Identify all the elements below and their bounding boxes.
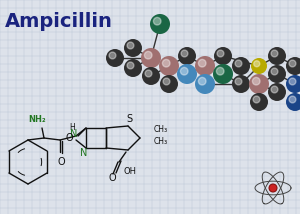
Circle shape — [213, 64, 233, 84]
Circle shape — [252, 77, 260, 85]
Circle shape — [254, 61, 260, 67]
Circle shape — [198, 59, 206, 67]
Text: O: O — [108, 173, 116, 183]
Circle shape — [181, 50, 188, 57]
Circle shape — [271, 86, 278, 93]
Circle shape — [177, 64, 197, 84]
Circle shape — [268, 65, 286, 83]
Circle shape — [159, 56, 179, 76]
Circle shape — [253, 96, 260, 103]
Text: OH: OH — [123, 168, 136, 177]
Circle shape — [271, 50, 278, 57]
Circle shape — [109, 52, 116, 59]
Circle shape — [232, 75, 250, 93]
Circle shape — [153, 17, 161, 25]
Circle shape — [160, 75, 178, 93]
Circle shape — [250, 93, 268, 111]
Circle shape — [289, 96, 296, 103]
Circle shape — [106, 49, 124, 67]
Text: O: O — [57, 157, 65, 167]
Circle shape — [198, 77, 206, 85]
Text: O: O — [65, 133, 73, 143]
Circle shape — [271, 68, 278, 75]
Text: H: H — [69, 123, 75, 132]
Circle shape — [144, 51, 152, 59]
Circle shape — [145, 70, 152, 77]
Circle shape — [180, 67, 188, 75]
Text: N: N — [80, 148, 88, 158]
Circle shape — [127, 42, 134, 49]
Circle shape — [214, 47, 232, 65]
Circle shape — [286, 93, 300, 111]
Circle shape — [289, 78, 296, 85]
Circle shape — [141, 48, 161, 68]
Circle shape — [235, 60, 242, 67]
Circle shape — [163, 78, 170, 85]
Circle shape — [268, 83, 286, 101]
Circle shape — [124, 39, 142, 57]
Circle shape — [195, 74, 215, 94]
Circle shape — [178, 47, 196, 65]
Circle shape — [286, 75, 300, 93]
Circle shape — [195, 56, 215, 76]
Text: CH₃: CH₃ — [154, 125, 168, 135]
Circle shape — [232, 57, 250, 75]
Text: S: S — [126, 114, 132, 124]
Circle shape — [289, 60, 296, 67]
Circle shape — [249, 74, 269, 94]
Circle shape — [286, 57, 300, 75]
Circle shape — [235, 78, 242, 85]
Text: CH₃: CH₃ — [154, 138, 168, 147]
Circle shape — [142, 67, 160, 85]
Circle shape — [251, 58, 267, 74]
Text: N: N — [70, 129, 78, 139]
Circle shape — [150, 14, 170, 34]
Circle shape — [127, 62, 134, 69]
Text: NH₂: NH₂ — [28, 115, 46, 124]
Circle shape — [268, 47, 286, 65]
Circle shape — [217, 50, 224, 57]
Circle shape — [162, 59, 170, 67]
Circle shape — [216, 67, 224, 75]
Circle shape — [124, 59, 142, 77]
Circle shape — [269, 184, 277, 192]
Text: Ampicillin: Ampicillin — [5, 12, 113, 31]
